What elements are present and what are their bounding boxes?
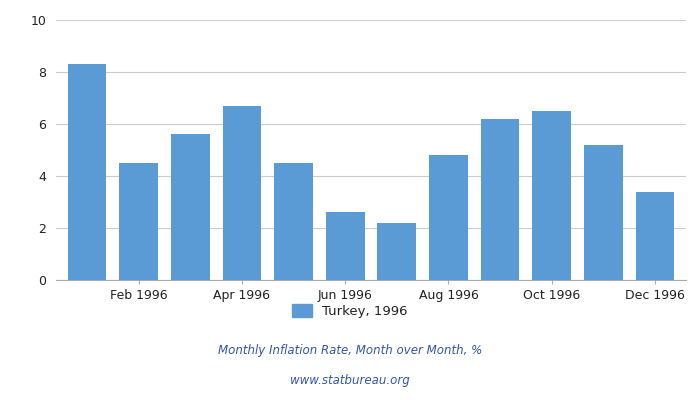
Text: Monthly Inflation Rate, Month over Month, %: Monthly Inflation Rate, Month over Month… [218,344,482,357]
Bar [119,163,158,280]
Bar [429,155,468,280]
Bar [326,212,365,280]
Bar [533,111,571,280]
Bar [274,163,313,280]
Bar [584,145,623,280]
Bar [68,64,106,280]
Bar [171,134,209,280]
Bar [636,192,674,280]
Bar [377,223,416,280]
Bar [223,106,261,280]
Bar [481,119,519,280]
Legend: Turkey, 1996: Turkey, 1996 [287,298,413,323]
Text: www.statbureau.org: www.statbureau.org [290,374,410,387]
